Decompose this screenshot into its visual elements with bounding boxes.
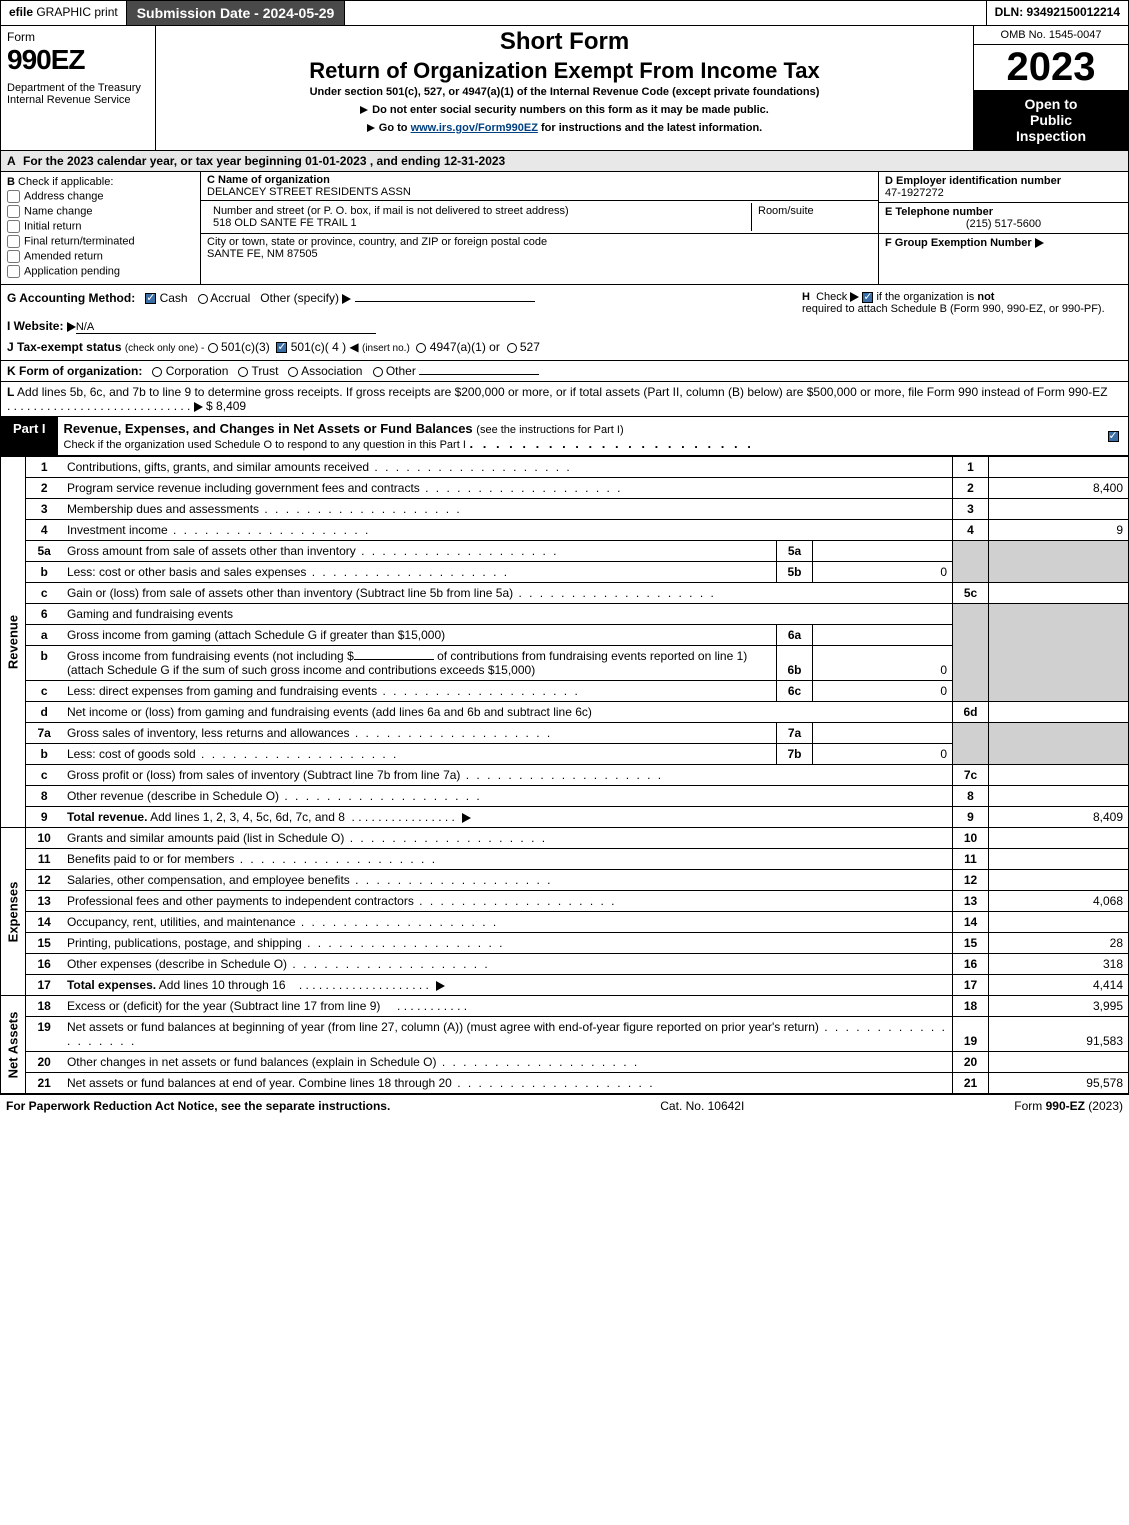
other-org-input[interactable] [419,374,539,375]
chk-527[interactable] [507,343,517,353]
gross-receipts: $ 8,409 [206,399,246,413]
arrow-icon [462,813,471,823]
revenue-label: Revenue [6,615,21,669]
chk-501c4[interactable] [276,342,287,353]
line-6: 6Gaming and fundraising events [26,604,1129,625]
website-value: N/A [76,321,376,334]
arrow-icon [436,981,445,991]
cat-no: Cat. No. 10642I [660,1099,744,1113]
chk-application-pending[interactable]: Application pending [7,265,194,278]
line-7a: 7aGross sales of inventory, less returns… [26,723,1129,744]
chk-initial-return[interactable]: Initial return [7,220,194,233]
arrow-icon [360,106,368,114]
expenses-section: Expenses 10Grants and similar amounts pa… [0,828,1129,996]
chk-accrual[interactable] [198,294,208,304]
arrow-icon [850,292,859,302]
chk-name-change[interactable]: Name change [7,205,194,218]
page-footer: For Paperwork Reduction Act Notice, see … [0,1094,1129,1117]
under-section: Under section 501(c), 527, or 4947(a)(1)… [162,86,967,98]
net-assets-section: Net Assets 18Excess or (deficit) for the… [0,996,1129,1094]
section-gh: G Accounting Method: Cash Accrual Other … [0,285,1129,361]
paperwork-notice: For Paperwork Reduction Act Notice, see … [6,1099,390,1113]
arrow-icon [67,322,76,332]
block-bcd: B Check if applicable: Address change Na… [0,172,1129,285]
other-specify-input[interactable] [355,301,535,302]
no-ssn-note: Do not enter social security numbers on … [162,104,967,116]
line-5c: cGain or (loss) from sale of assets othe… [26,583,1129,604]
line-10: 10Grants and similar amounts paid (list … [26,828,1129,849]
return-title: Return of Organization Exempt From Incom… [162,58,967,84]
ein-value: 47-1927272 [885,187,944,199]
chk-trust[interactable] [238,367,248,377]
form-ref: Form 990-EZ (2023) [1014,1099,1123,1113]
line-k: K Form of organization: Corporation Trus… [0,361,1129,382]
line-14: 14Occupancy, rent, utilities, and mainte… [26,912,1129,933]
chk-other-org[interactable] [373,367,383,377]
line-8: 8Other revenue (describe in Schedule O)8 [26,786,1129,807]
form-number: 990EZ [7,44,149,76]
org-address: 518 OLD SANTE FE TRAIL 1 [213,217,745,229]
arrow-icon [342,294,351,304]
org-name: DELANCEY STREET RESIDENTS ASSN [207,186,872,198]
tel-value: (215) 517-5600 [885,218,1122,230]
line-2: 2Program service revenue including gover… [26,478,1129,499]
arrow-icon [1035,238,1044,248]
dept-treasury: Department of the Treasury Internal Reve… [7,82,149,106]
tel-label: E Telephone number [885,206,993,218]
chk-address-change[interactable]: Address change [7,190,194,203]
line-l: L Add lines 5b, 6c, and 7b to line 9 to … [0,382,1129,417]
line-19: 19Net assets or fund balances at beginni… [26,1017,1129,1052]
org-city: SANTE FE, NM 87505 [207,248,872,260]
spacer [345,1,986,25]
line-17: 17Total expenses. Add lines 10 through 1… [26,975,1129,996]
arrow-icon [194,402,203,412]
room-suite-label: Room/suite [752,203,872,231]
line-16: 16Other expenses (describe in Schedule O… [26,954,1129,975]
line-18: 18Excess or (deficit) for the year (Subt… [26,996,1129,1017]
line-6d: dNet income or (loss) from gaming and fu… [26,702,1129,723]
checkbox-list: Address change Name change Initial retur… [7,190,194,278]
line-1: 1Contributions, gifts, grants, and simil… [26,457,1129,478]
short-form-title: Short Form [162,28,967,56]
net-assets-label: Net Assets [6,1011,21,1078]
open-public-badge: Open toPublicInspection [974,90,1128,150]
form-header: Form 990EZ Department of the Treasury In… [0,26,1129,151]
expenses-label: Expenses [6,881,21,942]
part1-header: Part I Revenue, Expenses, and Changes in… [0,417,1129,457]
line-13: 13Professional fees and other payments t… [26,891,1129,912]
chk-501c3[interactable] [208,343,218,353]
submission-date: Submission Date - 2024-05-29 [127,1,346,25]
chk-schedule-o[interactable] [1108,431,1119,442]
arrow-icon [367,124,375,132]
tax-year: 2023 [974,45,1128,90]
ein-label: D Employer identification number [885,175,1061,187]
top-bar: efile GRAPHIC print Submission Date - 20… [0,0,1129,26]
line-20: 20Other changes in net assets or fund ba… [26,1052,1129,1073]
omb-number: OMB No. 1545-0047 [974,26,1128,45]
revenue-section: Revenue 1Contributions, gifts, grants, a… [0,457,1129,828]
line-3: 3Membership dues and assessments3 [26,499,1129,520]
form-label: Form [7,30,149,44]
chk-4947[interactable] [416,343,426,353]
line-12: 12Salaries, other compensation, and empl… [26,870,1129,891]
dln: DLN: 93492150012214 [987,1,1128,25]
chk-final-return[interactable]: Final return/terminated [7,235,194,248]
chk-corporation[interactable] [152,367,162,377]
line-11: 11Benefits paid to or for members11 [26,849,1129,870]
chk-schedule-b[interactable] [862,292,873,303]
line-a: AFor the 2023 calendar year, or tax year… [0,151,1129,172]
group-exemption-label: F Group Exemption Number [885,237,1032,249]
line-7c: cGross profit or (loss) from sales of in… [26,765,1129,786]
line-15: 15Printing, publications, postage, and s… [26,933,1129,954]
efile-print[interactable]: efile GRAPHIC print [1,1,127,25]
goto-note: Go to www.irs.gov/Form990EZ for instruct… [162,122,967,134]
line-5a: 5aGross amount from sale of assets other… [26,541,1129,562]
irs-link[interactable]: www.irs.gov/Form990EZ [411,122,538,134]
chk-cash[interactable] [145,293,156,304]
line-4: 4Investment income49 [26,520,1129,541]
chk-association[interactable] [288,367,298,377]
line-21: 21Net assets or fund balances at end of … [26,1073,1129,1094]
chk-amended-return[interactable]: Amended return [7,250,194,263]
line-9: 9Total revenue. Add lines 1, 2, 3, 4, 5c… [26,807,1129,828]
